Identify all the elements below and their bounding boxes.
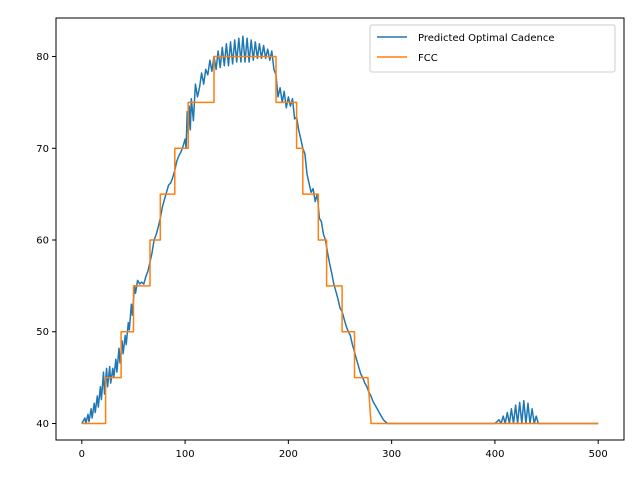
y-tick-label: 80 <box>36 52 49 63</box>
y-tick-label: 50 <box>36 327 49 338</box>
plot-frame <box>55 17 625 441</box>
x-tick-label: 200 <box>279 449 298 460</box>
x-tick-label: 300 <box>382 449 401 460</box>
y-tick-label: 40 <box>36 419 49 430</box>
y-tick-label: 60 <box>36 236 49 247</box>
x-tick-label: 100 <box>176 449 195 460</box>
y-tick-label: 70 <box>36 144 49 155</box>
y-axis: 40 50 60 70 80 <box>36 52 56 430</box>
legend-label-fcc: FCC <box>418 53 438 64</box>
x-tick-label: 400 <box>485 449 504 460</box>
x-axis: 0 100 200 300 400 500 <box>79 440 608 460</box>
x-tick-label: 0 <box>79 449 85 460</box>
series-line-predicted-optimal-cadence <box>81 35 599 425</box>
x-tick-label: 500 <box>589 449 608 460</box>
series-line-fcc <box>81 55 599 425</box>
legend-label-predicted: Predicted Optimal Cadence <box>418 33 554 44</box>
plot-lines <box>81 35 599 425</box>
legend-box <box>369 24 616 73</box>
legend: Predicted Optimal Cadence FCC <box>369 24 616 73</box>
